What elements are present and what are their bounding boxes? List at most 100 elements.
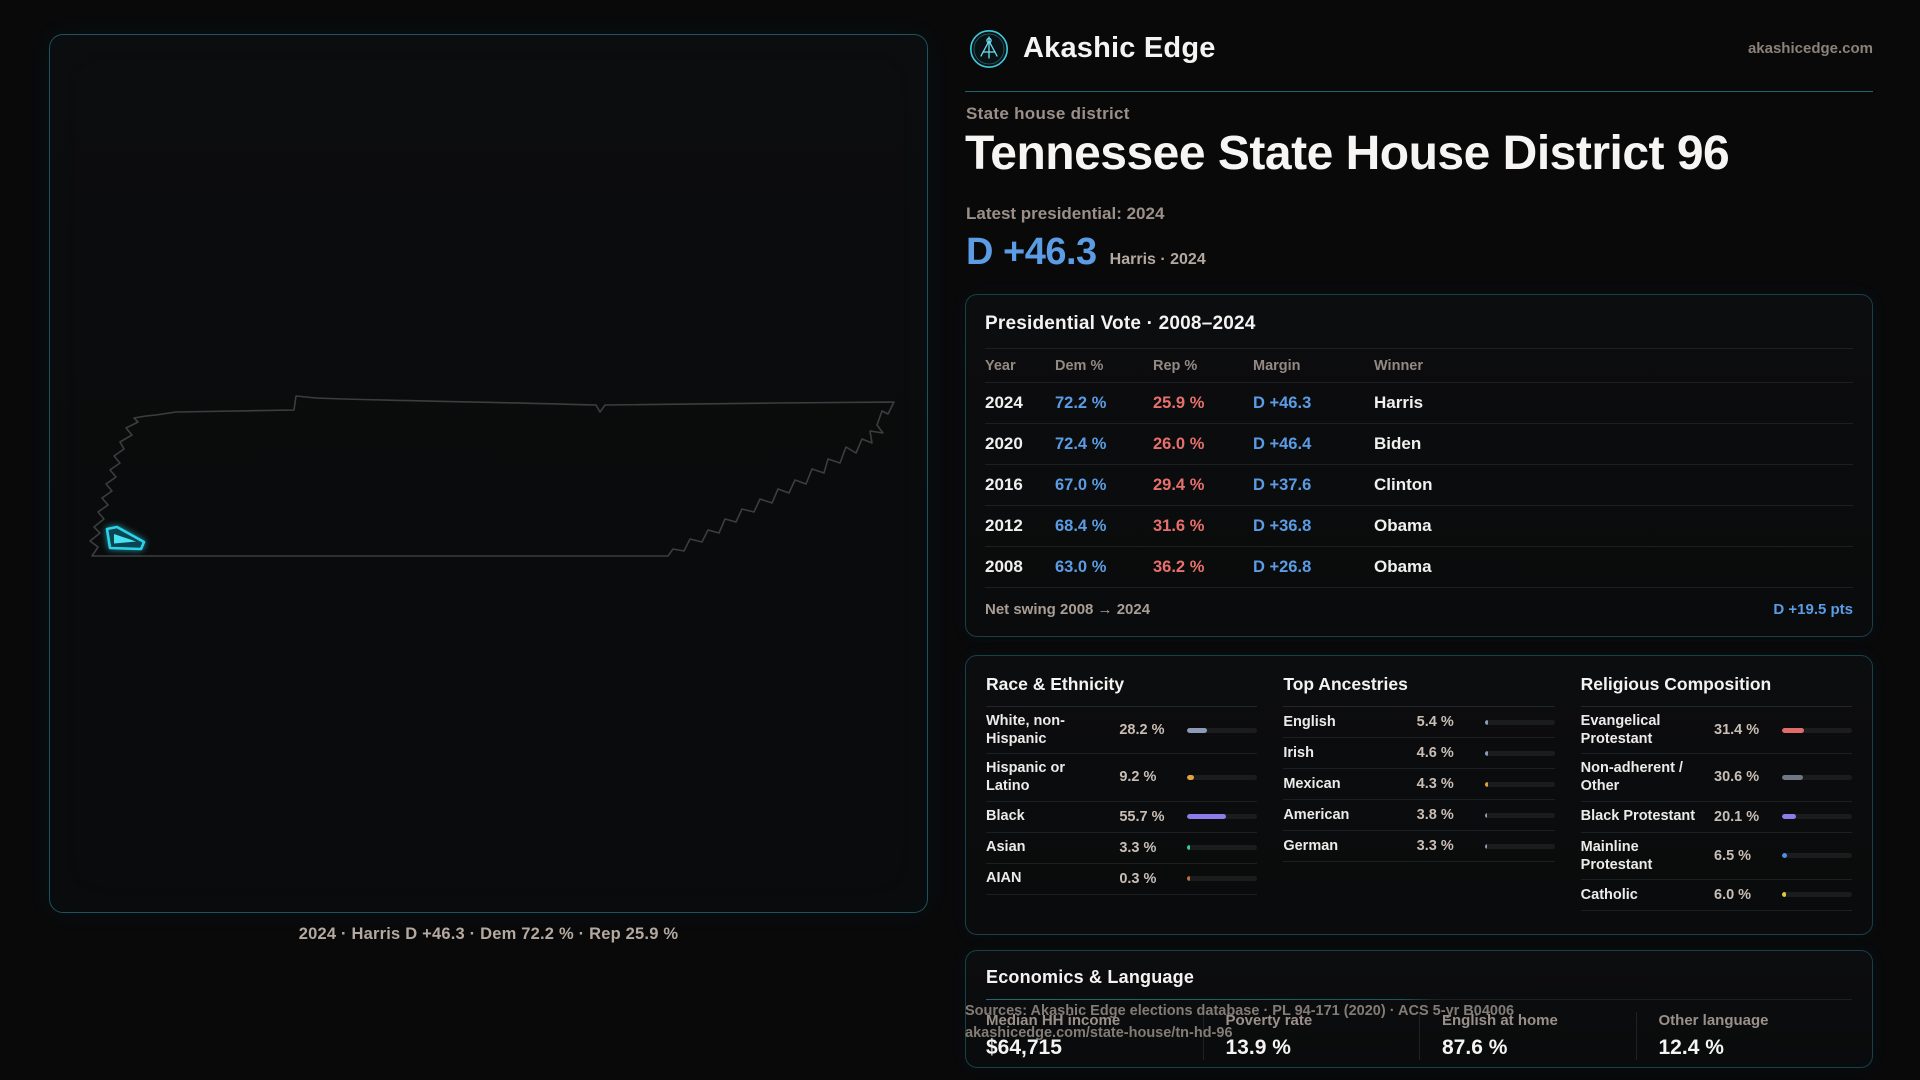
item-bar <box>1782 814 1852 819</box>
item-label: Catholic <box>1580 886 1638 903</box>
dem-pct-cell: 67.0 % <box>1055 475 1107 494</box>
margin-cell: D +26.8 <box>1253 557 1312 576</box>
item-label: Mainline Protestant <box>1580 838 1653 873</box>
list-item: Asian 3.3 % <box>986 833 1258 864</box>
dem-pct-cell: 68.4 % <box>1055 516 1107 535</box>
net-swing-row: Net swing 2008 → 2024 D +19.5 pts <box>985 588 1853 618</box>
table-row-2020: 2020 72.4 % 26.0 % D +46.4 Biden <box>985 424 1853 465</box>
page-title: Tennessee State House District 96 <box>965 127 1730 180</box>
list-item: German 3.3 % <box>1283 831 1555 862</box>
item-bar-fill <box>1484 750 1488 756</box>
religious-composition-list: Evangelical Protestant 31.4 % Non-adherent… <box>1580 707 1852 911</box>
race-ethnicity-column: Race & Ethnicity White, non-Hispanic 28.2… <box>986 674 1258 895</box>
item-label: AIAN <box>986 870 1022 887</box>
detail-column: Akashic Edge akashicedge.com State house… <box>965 0 1873 1080</box>
list-item: Hispanic or Latino 9.2 % <box>986 754 1258 802</box>
list-item: Mainline Protestant 6.5 % <box>1580 833 1852 880</box>
religious-composition-title: Religious Composition <box>1580 674 1772 694</box>
item-value: 5.4 % <box>1416 714 1454 730</box>
winner-cell: Harris <box>1374 393 1424 412</box>
top-ancestries-list: English 5.4 % Irish 4.6 % Mexican 4.3 % Americ… <box>1283 707 1555 862</box>
economic-stat: Median HH income $64,715 <box>986 1012 1203 1060</box>
item-bar <box>1484 750 1555 756</box>
race-ethnicity-title: Race & Ethnicity <box>986 674 1125 694</box>
item-label: Asian <box>986 839 1026 856</box>
rep-pct-cell: 31.6 % <box>1153 516 1205 535</box>
brand-name: Akashic Edge <box>1023 32 1216 64</box>
item-bar <box>1187 814 1258 819</box>
winner-cell: Biden <box>1374 434 1422 453</box>
item-label: English <box>1283 713 1336 730</box>
list-item: White, non-Hispanic 28.2 % <box>986 707 1258 755</box>
list-item: Non-adherent / Other 30.6 % <box>1580 754 1852 802</box>
table-row-2024: 2024 72.2 % 25.9 % D +46.3 Harris <box>985 383 1853 424</box>
year-cell: 2024 <box>985 393 1023 412</box>
list-item: American 3.8 % <box>1283 800 1555 831</box>
item-bar <box>1187 845 1258 850</box>
winner-cell: Obama <box>1374 516 1432 535</box>
item-bar-fill <box>1187 727 1208 733</box>
item-label: Irish <box>1283 744 1314 761</box>
divider <box>1580 706 1852 707</box>
net-swing-value: D +19.5 pts <box>1773 601 1853 618</box>
divider <box>986 706 1258 707</box>
winner-cell: Obama <box>1374 557 1432 576</box>
year-cell: 2016 <box>985 475 1023 494</box>
item-bar-fill <box>1782 774 1804 780</box>
item-value: 9.2 % <box>1119 769 1157 786</box>
economic-stat: English at home 87.6 % <box>1419 1012 1636 1060</box>
latest-presidential-label: Latest presidential: 2024 <box>966 204 1165 223</box>
margin-cell: D +46.4 <box>1253 434 1312 453</box>
year-cell: 2008 <box>985 557 1023 576</box>
item-bar <box>1187 876 1258 881</box>
item-label: German <box>1283 837 1339 854</box>
economics-stats-row: Median HH income $64,715 Poverty rate 13.9 … <box>986 1012 1852 1060</box>
item-bar <box>1187 727 1258 733</box>
source-permalink[interactable]: akashicedge.com/state-house/tn-hd-96 <box>965 1024 1233 1041</box>
column-header: Year <box>985 357 1016 374</box>
list-item: English 5.4 % <box>1283 707 1555 738</box>
item-value: 31.4 % <box>1714 722 1760 739</box>
item-label: Non-adherent / Other <box>1580 760 1683 795</box>
item-label: Black <box>986 808 1025 825</box>
top-ancestries-column: Top Ancestries English 5.4 % Irish 4.6 % Mex… <box>1283 674 1555 862</box>
race-ethnicity-list: White, non-Hispanic 28.2 % Hispanic or Lat… <box>986 707 1258 895</box>
winner-cell: Clinton <box>1374 475 1433 494</box>
stat-value: 87.6 % <box>1442 1036 1508 1059</box>
item-value: 55.7 % <box>1119 808 1165 825</box>
rep-pct-cell: 26.0 % <box>1153 434 1205 453</box>
item-bar <box>1782 892 1852 898</box>
item-bar <box>1782 727 1852 733</box>
item-bar-fill <box>1782 814 1797 819</box>
tennessee-outline-map <box>89 395 895 557</box>
item-bar <box>1782 853 1852 859</box>
rep-pct-cell: 29.4 % <box>1153 475 1205 494</box>
dem-pct-cell: 63.0 % <box>1055 557 1107 576</box>
dem-pct-cell: 72.2 % <box>1055 393 1107 412</box>
item-value: 20.1 % <box>1714 808 1760 825</box>
item-value: 6.5 % <box>1714 847 1752 864</box>
dem-pct-cell: 72.4 % <box>1055 434 1107 453</box>
item-label: White, non-Hispanic <box>986 713 1065 748</box>
item-bar <box>1484 781 1555 787</box>
brand-domain-link[interactable]: akashicedge.com <box>1747 40 1873 57</box>
item-label: Black Protestant <box>1580 808 1696 825</box>
item-label: American <box>1283 806 1350 823</box>
stat-value: 13.9 % <box>1225 1036 1291 1059</box>
item-value: 28.2 % <box>1119 722 1165 739</box>
item-bar-fill <box>1484 719 1489 725</box>
item-bar-fill <box>1484 812 1488 818</box>
list-item: Irish 4.6 % <box>1283 738 1555 769</box>
accent-divider <box>986 999 1852 1000</box>
year-cell: 2012 <box>985 516 1023 535</box>
brand-header: Akashic Edge akashicedge.com <box>965 28 1873 72</box>
margin-cell: D +36.8 <box>1253 516 1312 535</box>
item-bar <box>1484 812 1555 818</box>
item-bar-fill <box>1782 853 1787 859</box>
item-bar-fill <box>1187 774 1194 780</box>
economics-language-panel: Economics & Language Median HH income $64… <box>965 950 1873 1068</box>
table-body: 2024 72.2 % 25.9 % D +46.3 Harris 2020 72.4 % 2… <box>985 383 1853 588</box>
item-value: 3.3 % <box>1119 839 1157 856</box>
rep-pct-cell: 25.9 % <box>1153 393 1205 412</box>
headline-margin: D +46.3 Harris · 2024 <box>966 232 1206 272</box>
